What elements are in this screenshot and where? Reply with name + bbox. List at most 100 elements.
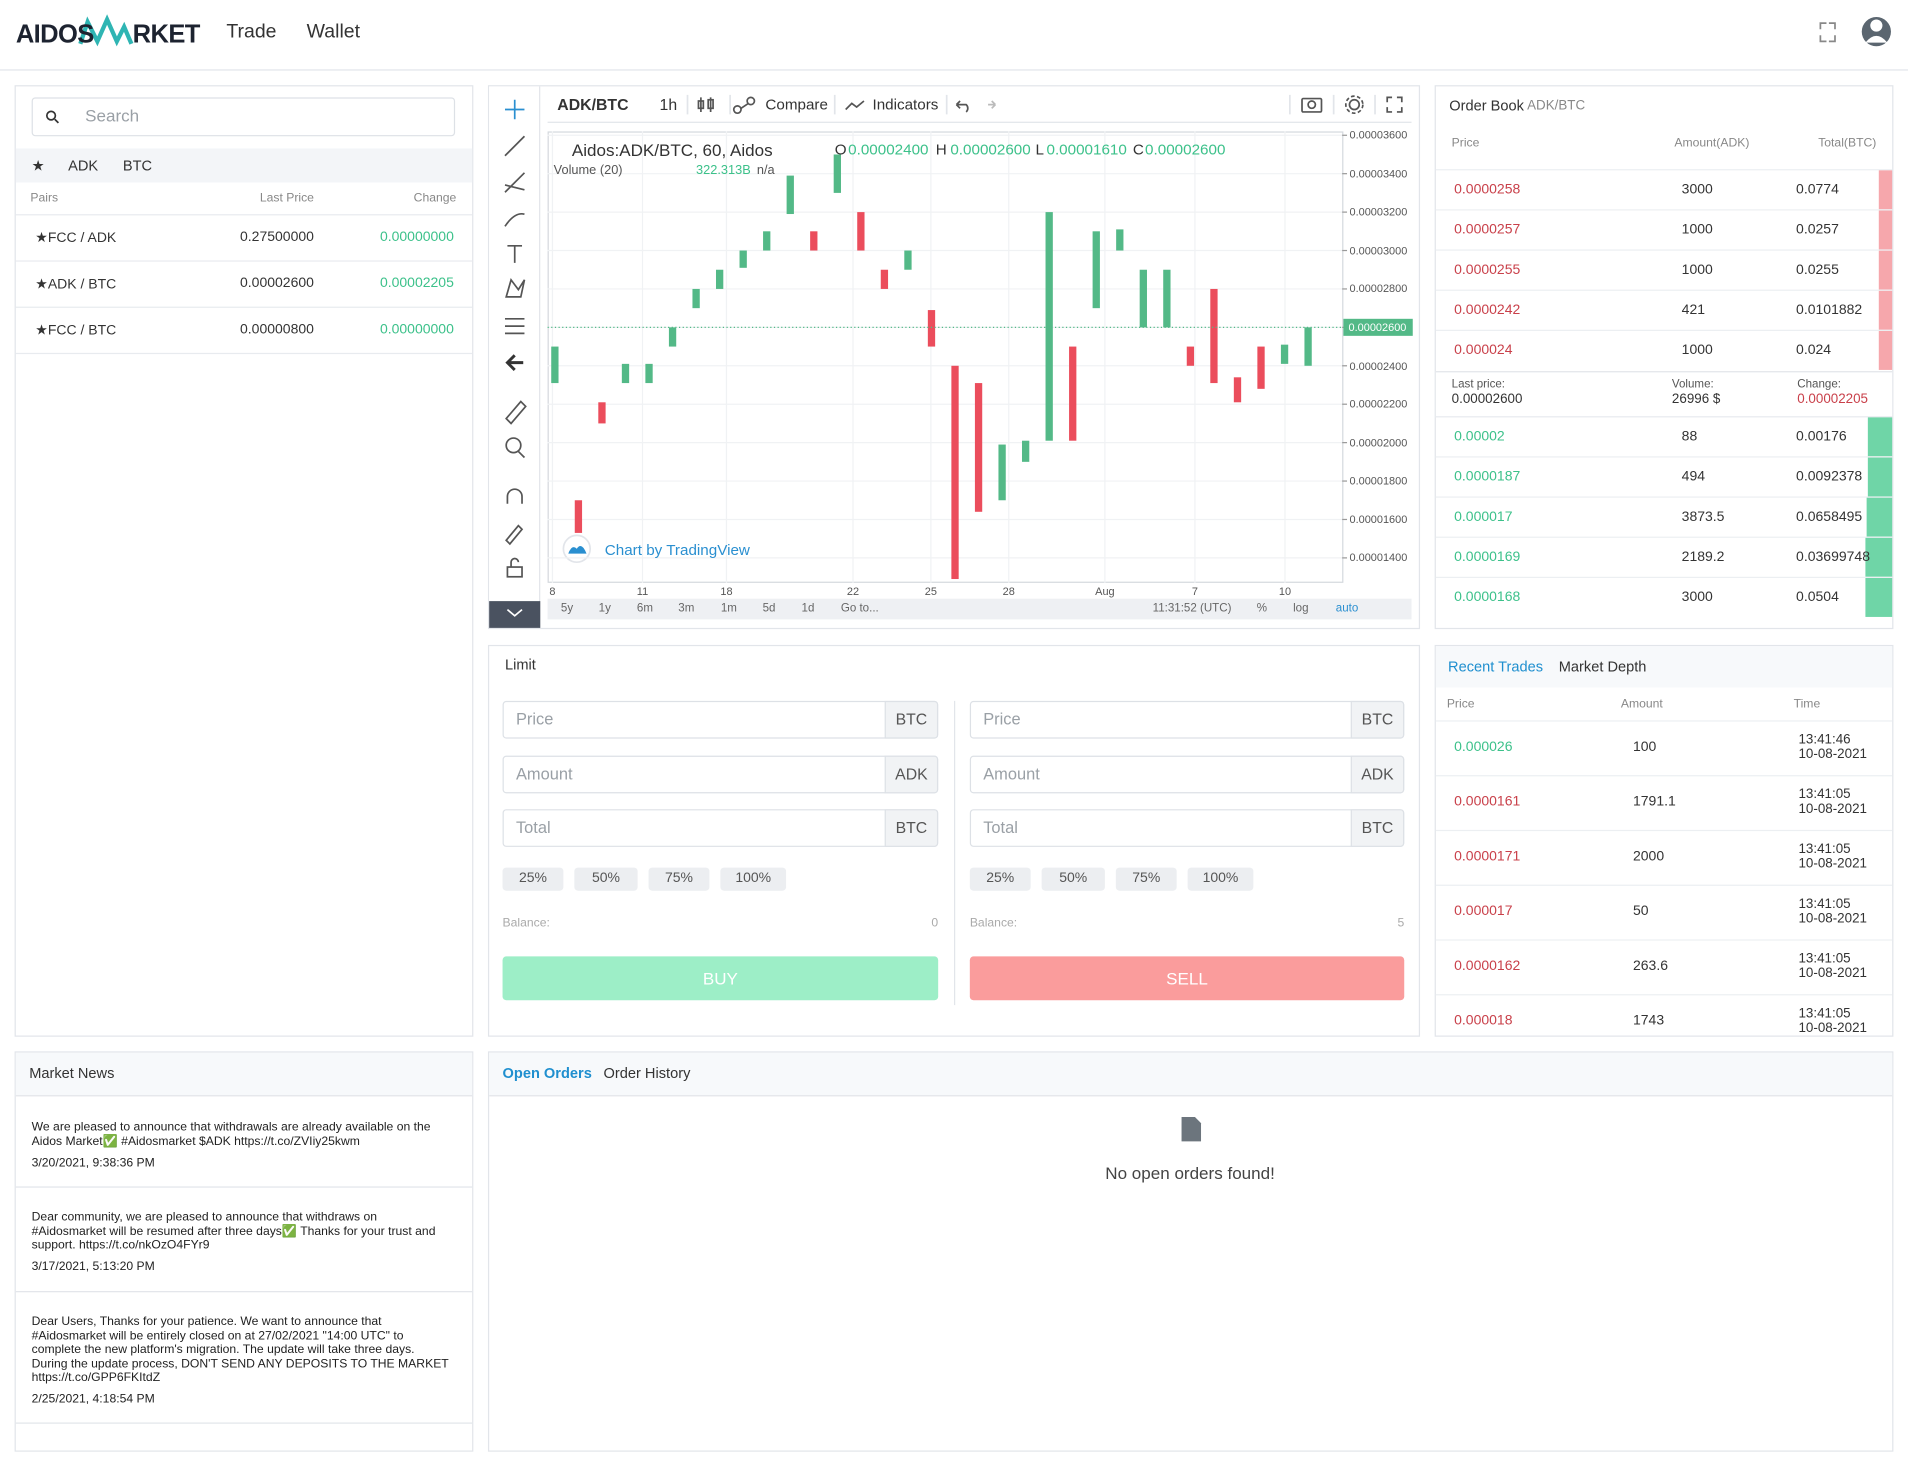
input-field[interactable] (969, 809, 1405, 847)
candle (857, 212, 865, 251)
pairs-tab-bar (15, 148, 473, 183)
candle (574, 500, 583, 533)
candle (763, 231, 771, 251)
x-tick-label: 10 (1278, 585, 1292, 598)
percent-button[interactable] (720, 867, 787, 891)
timeframe[interactable]: 1y (598, 601, 611, 616)
goto-button[interactable]: Go to... (840, 601, 879, 616)
trades-tab[interactable]: Market Depth (1558, 658, 1647, 676)
pair-tab[interactable]: BTC (122, 156, 153, 175)
nav-link[interactable]: Wallet (306, 21, 361, 43)
sell-button[interactable] (969, 956, 1405, 1001)
percent-button[interactable] (1115, 867, 1177, 891)
y-tick-label: 0.00003200 (1349, 206, 1408, 219)
pair-name: ★FCC / ADK (35, 231, 117, 246)
book-price[interactable]: 0.000017 (1454, 509, 1513, 525)
pair-tab[interactable]: ★ (31, 156, 45, 175)
chart-interval[interactable]: 1h (659, 95, 678, 114)
trade-price: 0.0000171 (1454, 849, 1521, 864)
timeframe[interactable]: 5y (560, 601, 574, 616)
ohlc-key: L (1035, 141, 1044, 159)
timeframe[interactable]: 3m (678, 601, 695, 616)
drawing-tools (504, 99, 527, 617)
trades-tab[interactable]: Recent Trades (1448, 658, 1544, 676)
input-field[interactable] (502, 700, 939, 739)
indicators-button[interactable]: Indicators (872, 96, 939, 114)
input-unit-box (1350, 700, 1405, 739)
percent-button[interactable] (1041, 867, 1105, 891)
book-price[interactable]: 0.0000187 (1454, 469, 1521, 485)
ohlc-value: 0.00002600 (1145, 141, 1226, 159)
pair-last-price: 0.00002600 (240, 276, 314, 291)
depth-bar (1878, 170, 1893, 210)
row-separator (1435, 329, 1893, 331)
book-price[interactable]: 0.0000258 (1454, 182, 1521, 198)
book-price[interactable]: 0.0000255 (1454, 262, 1521, 278)
percent-button[interactable] (648, 867, 710, 891)
column-header: Pairs (30, 191, 59, 206)
input-unit: ADK (1361, 764, 1394, 784)
percent-label: 75% (1132, 871, 1161, 886)
input-placeholder: Price (983, 710, 1021, 729)
candle (1304, 327, 1312, 366)
candle (927, 310, 936, 347)
trade-date: 10-08-2021 (1798, 747, 1867, 762)
candle (810, 231, 818, 251)
book-price[interactable]: 0.0000169 (1454, 550, 1521, 565)
input-field[interactable] (502, 809, 939, 847)
trade-price: 0.000026 (1454, 739, 1513, 755)
book-total: 0.03699748 (1796, 550, 1870, 565)
row-separator (1435, 536, 1893, 538)
scale-option[interactable]: % (1256, 601, 1268, 616)
input-field[interactable] (969, 700, 1405, 739)
book-total: 0.0257 (1796, 222, 1839, 238)
compare-button[interactable]: Compare (765, 96, 828, 114)
trade-amount: 2000 (1632, 849, 1665, 864)
column-header: Amount (1620, 697, 1663, 712)
percent-button[interactable] (574, 867, 638, 891)
timeframe[interactable]: 1m (720, 601, 737, 616)
input-unit-box (1350, 809, 1405, 847)
balance-label: Balance: (969, 916, 1018, 931)
search-box[interactable] (31, 97, 456, 137)
book-amount: 88 (1681, 429, 1698, 445)
percent-button[interactable] (1187, 867, 1254, 891)
scale-option[interactable]: auto (1335, 601, 1359, 616)
nav-link[interactable]: Trade (226, 21, 277, 43)
candle (1280, 344, 1289, 364)
volume-value: 322.313B (696, 163, 751, 178)
row-separator (1435, 775, 1893, 777)
candle (715, 269, 724, 289)
news-text: Dear Users, Thanks for your patience. We… (31, 1315, 449, 1385)
book-price[interactable]: 0.000024 (1454, 343, 1513, 358)
percent-button[interactable] (969, 867, 1031, 891)
pairs-panel (14, 85, 474, 1037)
scale-option[interactable]: log (1293, 601, 1309, 616)
pair-tab[interactable]: ADK (68, 156, 99, 175)
limit-divider (954, 700, 956, 1006)
book-total: 0.0092378 (1796, 469, 1863, 485)
buy-button-label: BUY (702, 968, 738, 989)
timeframe[interactable]: 1d (801, 601, 815, 616)
orders-tab[interactable]: Open Orders (502, 1064, 592, 1082)
tool-collapse[interactable] (489, 601, 541, 628)
orders-tab[interactable]: Order History (603, 1064, 691, 1082)
book-price[interactable]: 0.0000242 (1454, 302, 1521, 318)
trade-time: 13:41:05 (1798, 842, 1851, 857)
timeframe[interactable]: 5d (762, 601, 776, 616)
header-icons (1819, 17, 1891, 47)
book-price[interactable]: 0.0000168 (1454, 590, 1521, 605)
chart-symbol[interactable]: ADK/BTC (557, 95, 629, 114)
column-header: Total(BTC) (1818, 136, 1877, 151)
depth-bar (1865, 577, 1893, 617)
percent-label: 25% (986, 871, 1015, 886)
percent-button[interactable] (502, 867, 564, 891)
trade-time: 13:41:05 (1798, 1006, 1851, 1021)
buy-button[interactable] (502, 956, 939, 1001)
book-price[interactable]: 0.0000257 (1454, 222, 1521, 238)
news-separator (15, 1186, 473, 1188)
search-icon (45, 110, 60, 124)
balance-label: Balance: (502, 916, 550, 931)
book-price[interactable]: 0.00002 (1454, 429, 1505, 445)
timeframe[interactable]: 6m (636, 601, 653, 616)
